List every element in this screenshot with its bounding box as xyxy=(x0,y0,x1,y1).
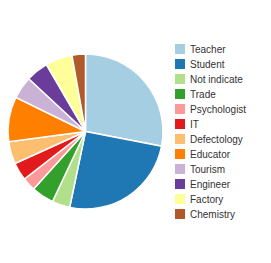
legend-label: Student xyxy=(190,59,225,70)
legend-item: Student xyxy=(175,59,225,70)
legend-swatch xyxy=(175,59,185,69)
legend-item: Factory xyxy=(175,194,223,205)
legend-label: Chemistry xyxy=(190,209,235,220)
legend-item: Educator xyxy=(175,149,231,160)
legend-swatch xyxy=(175,149,185,159)
legend-item: Chemistry xyxy=(175,209,235,220)
legend-item: Engineer xyxy=(175,179,231,190)
legend-label: Tourism xyxy=(190,164,225,175)
legend-swatch xyxy=(175,179,185,189)
legend: Teacher Student Not indicate Trade Psycholog… xyxy=(175,44,246,220)
pie xyxy=(8,54,163,209)
legend-item: Not indicate xyxy=(175,74,243,85)
pie-slice xyxy=(72,54,86,132)
legend-label: Factory xyxy=(190,194,223,205)
legend-item: Tourism xyxy=(175,164,225,175)
legend-swatch xyxy=(175,104,185,114)
legend-swatch xyxy=(175,89,185,99)
chart: Teacher Student Not indicate Trade Psycholog… xyxy=(0,0,271,263)
legend-swatch xyxy=(175,194,185,204)
legend-swatch xyxy=(175,44,185,54)
legend-swatch xyxy=(175,134,185,144)
legend-label: Engineer xyxy=(190,179,231,190)
legend-label: Teacher xyxy=(190,44,226,55)
legend-swatch xyxy=(175,74,185,84)
legend-label: Not indicate xyxy=(190,74,243,85)
legend-swatch xyxy=(175,164,185,174)
legend-item: Teacher xyxy=(175,44,226,55)
legend-item: Trade xyxy=(175,89,216,100)
legend-swatch xyxy=(175,209,185,219)
legend-label: Psychologist xyxy=(190,104,246,115)
legend-item: Defectology xyxy=(175,134,243,145)
legend-swatch xyxy=(175,119,185,129)
legend-item: IT xyxy=(175,119,199,130)
legend-label: IT xyxy=(190,119,199,130)
legend-label: Trade xyxy=(190,89,216,100)
legend-label: Defectology xyxy=(190,134,243,145)
legend-item: Psychologist xyxy=(175,104,246,115)
pie-slice xyxy=(86,54,164,146)
legend-label: Educator xyxy=(190,149,231,160)
